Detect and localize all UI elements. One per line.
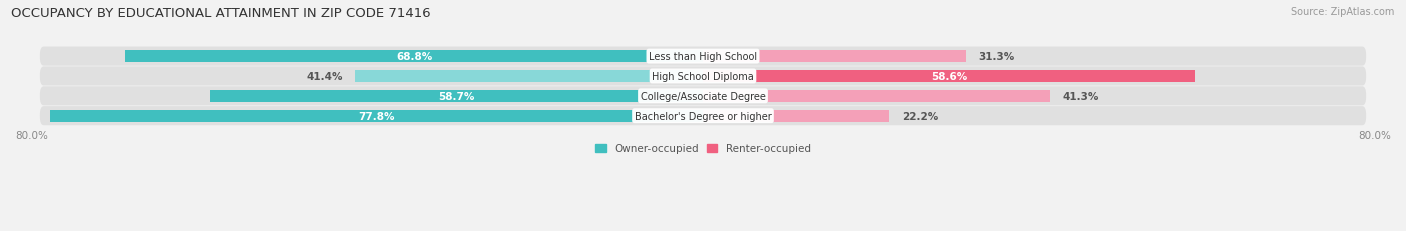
Text: 41.3%: 41.3% xyxy=(1063,91,1098,101)
Text: Less than High School: Less than High School xyxy=(650,52,756,62)
Text: 31.3%: 31.3% xyxy=(979,52,1015,62)
Bar xyxy=(125,51,703,63)
Text: 77.8%: 77.8% xyxy=(359,111,395,121)
Bar xyxy=(703,51,966,63)
Text: 58.6%: 58.6% xyxy=(931,72,967,82)
Text: 68.8%: 68.8% xyxy=(396,52,433,62)
Bar xyxy=(703,110,890,122)
Text: Bachelor's Degree or higher: Bachelor's Degree or higher xyxy=(634,111,772,121)
Text: 41.4%: 41.4% xyxy=(307,72,343,82)
Text: High School Diploma: High School Diploma xyxy=(652,72,754,82)
FancyBboxPatch shape xyxy=(39,87,1367,106)
Text: OCCUPANCY BY EDUCATIONAL ATTAINMENT IN ZIP CODE 71416: OCCUPANCY BY EDUCATIONAL ATTAINMENT IN Z… xyxy=(11,7,430,20)
Bar xyxy=(703,90,1050,103)
Bar xyxy=(356,70,703,83)
Bar xyxy=(49,110,703,122)
FancyBboxPatch shape xyxy=(39,47,1367,66)
FancyBboxPatch shape xyxy=(39,67,1367,86)
Legend: Owner-occupied, Renter-occupied: Owner-occupied, Renter-occupied xyxy=(591,140,815,158)
Bar xyxy=(703,70,1195,83)
Text: Source: ZipAtlas.com: Source: ZipAtlas.com xyxy=(1291,7,1395,17)
Text: 22.2%: 22.2% xyxy=(903,111,938,121)
Text: 58.7%: 58.7% xyxy=(439,91,475,101)
FancyBboxPatch shape xyxy=(39,107,1367,126)
Text: College/Associate Degree: College/Associate Degree xyxy=(641,91,765,101)
Bar xyxy=(211,90,703,103)
